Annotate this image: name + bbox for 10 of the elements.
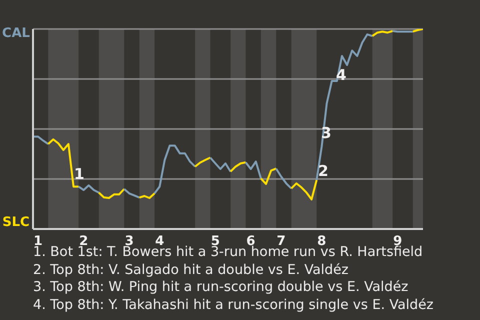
x-tick-label: 7 bbox=[276, 234, 286, 249]
text: SLC bbox=[2, 215, 30, 230]
annotation: 2 bbox=[318, 162, 328, 180]
x-tick-label: 4 bbox=[155, 234, 164, 249]
text: CAL bbox=[2, 26, 30, 41]
text: 2. Top 8th: V. Salgado hit a double vs E. Valdéz bbox=[33, 262, 350, 280]
text: 4. Top 8th: Y. Takahashi hit a run-scoring single vs E. Valdéz bbox=[33, 296, 434, 314]
annotation: 1 bbox=[74, 165, 84, 183]
x-tick-label: 8 bbox=[317, 234, 326, 249]
text: 3. Top 8th: W. Ping hit a run-scoring double vs E. Valdéz bbox=[33, 279, 410, 297]
